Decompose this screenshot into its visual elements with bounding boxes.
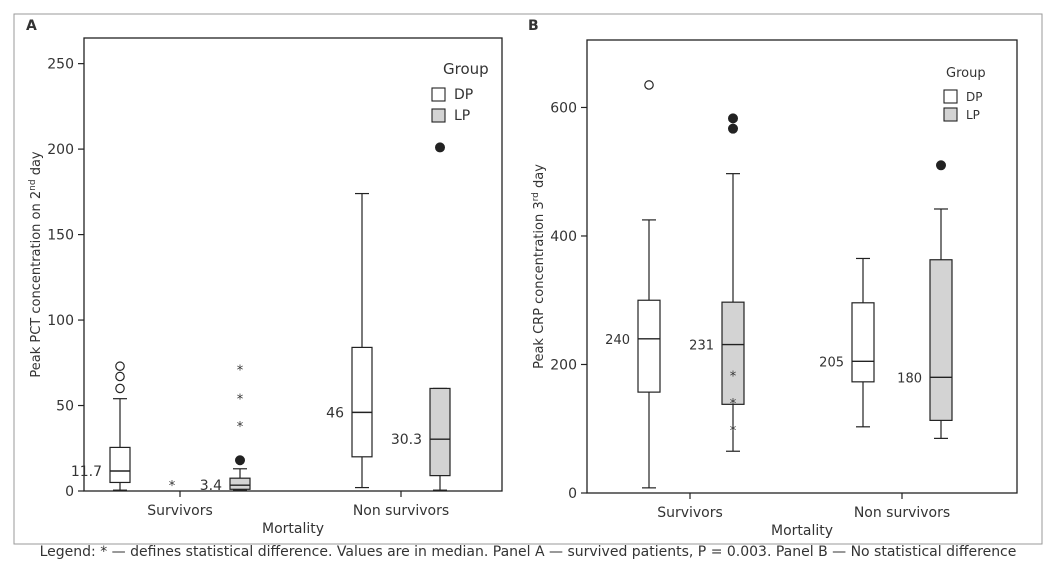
panel-b-label: B [528, 18, 539, 34]
panel-b-box-lp-non-survivors [929, 259, 953, 421]
panel-b-box-lp-survivors [721, 301, 745, 405]
panel-b-xtick-label: Survivors [657, 505, 723, 521]
panel-a-box-lp-survivors-outlier [235, 455, 245, 466]
panel-a-box-lp-survivors-outlier-star: * [237, 393, 244, 408]
panel-b-box-lp-survivors-outlier [728, 123, 738, 134]
panel-b-legend-title: Group [946, 66, 986, 81]
panel-b-xtick-label: Non survivors [854, 505, 950, 521]
panel-a-xlabel: Mortality [262, 521, 324, 537]
panel-b-ytick-label: 0 [568, 486, 577, 502]
panel-b-box-lp-survivors-outlier-star: * [730, 369, 737, 384]
panel-b-box-dp-survivors-median-label: 240 [605, 333, 630, 348]
panel-a-legend-swatch-dp [431, 87, 446, 102]
panel-a-box-dp-survivors-outlier [115, 361, 125, 372]
panel-a-ytick-label: 200 [47, 142, 74, 158]
panel-a-legend-title: Group [443, 60, 489, 78]
panel-a-legend-label-dp: DP [454, 87, 473, 103]
panel-a-xtick-label: Survivors [147, 503, 213, 519]
panel-a-significance-marker: * [169, 479, 176, 494]
panel-a-box-lp-survivors-outlier-star: * [237, 364, 244, 379]
panel-a-box-dp-non-survivors [351, 346, 373, 458]
panel-b-xlabel: Mortality [771, 523, 833, 539]
panel-b-box-lp-survivors-outlier [728, 113, 738, 124]
panel-a-box-dp-survivors-outlier [115, 371, 125, 382]
panel-a-box-lp-non-survivors-outlier [435, 142, 445, 153]
panel-a-ytick-label: 150 [47, 228, 74, 244]
panel-b-ytick-label: 200 [550, 357, 577, 373]
panel-a-box-lp-survivors-outlier-star: * [237, 420, 244, 435]
panel-b-box-lp-non-survivors-median-label: 180 [897, 371, 922, 386]
panel-a-ytick-label: 100 [47, 313, 74, 329]
panel-b-box-lp-survivors-outlier-star: * [730, 424, 737, 439]
panel-a-box-lp-survivors [229, 477, 251, 490]
panel-b-legend-label-lp: LP [966, 108, 980, 122]
panel-b-box-dp-non-survivors [851, 302, 875, 383]
panel-b-ytick-label: 600 [550, 100, 577, 116]
panel-a-legend-swatch-lp [431, 108, 446, 123]
figure-frame [13, 13, 1043, 545]
panel-b-ytick-label: 400 [550, 229, 577, 245]
panel-a-box-dp-survivors-outlier [115, 383, 125, 394]
panel-b-box-dp-non-survivors-median-label: 205 [819, 355, 844, 370]
panel-b-box-lp-survivors-outlier-star: * [730, 397, 737, 412]
panel-a-ytick-label: 50 [56, 399, 74, 415]
panel-a-ylabel: Peak PCT concentration on 2nd day [28, 151, 44, 378]
panel-a-ytick-label: 0 [65, 484, 74, 500]
panel-a-box-lp-non-survivors [429, 387, 451, 477]
panel-a-box-lp-non-survivors-median-label: 30.3 [391, 432, 422, 448]
panel-a-box-dp-survivors [109, 446, 131, 484]
panel-b-legend-label-dp: DP [966, 90, 982, 104]
panel-a-legend-label-lp: LP [454, 108, 470, 124]
panel-b-legend-swatch-lp [943, 107, 958, 122]
panel-a-box-dp-non-survivors-median-label: 46 [326, 405, 344, 421]
panel-a-label: A [26, 18, 37, 34]
panel-a-xtick-label: Non survivors [353, 503, 449, 519]
figure-legend-note: Legend: * — defines statistical differen… [39, 544, 1017, 560]
panel-a-ytick-label: 250 [47, 57, 74, 73]
panel-b-ylabel: Peak CRP concentration 3rd day [531, 164, 547, 369]
panel-b-box-lp-survivors-median-label: 231 [689, 339, 714, 354]
panel-b-box-dp-survivors-outlier [644, 80, 654, 90]
panel-b-box-lp-non-survivors-outlier [936, 160, 946, 171]
panel-b-legend-swatch-dp [943, 89, 958, 104]
panel-b-box-dp-survivors [637, 299, 661, 393]
panel-a-box-lp-survivors-median-label: 3.4 [200, 478, 222, 494]
panel-a-box-dp-survivors-median-label: 11.7 [71, 464, 102, 480]
